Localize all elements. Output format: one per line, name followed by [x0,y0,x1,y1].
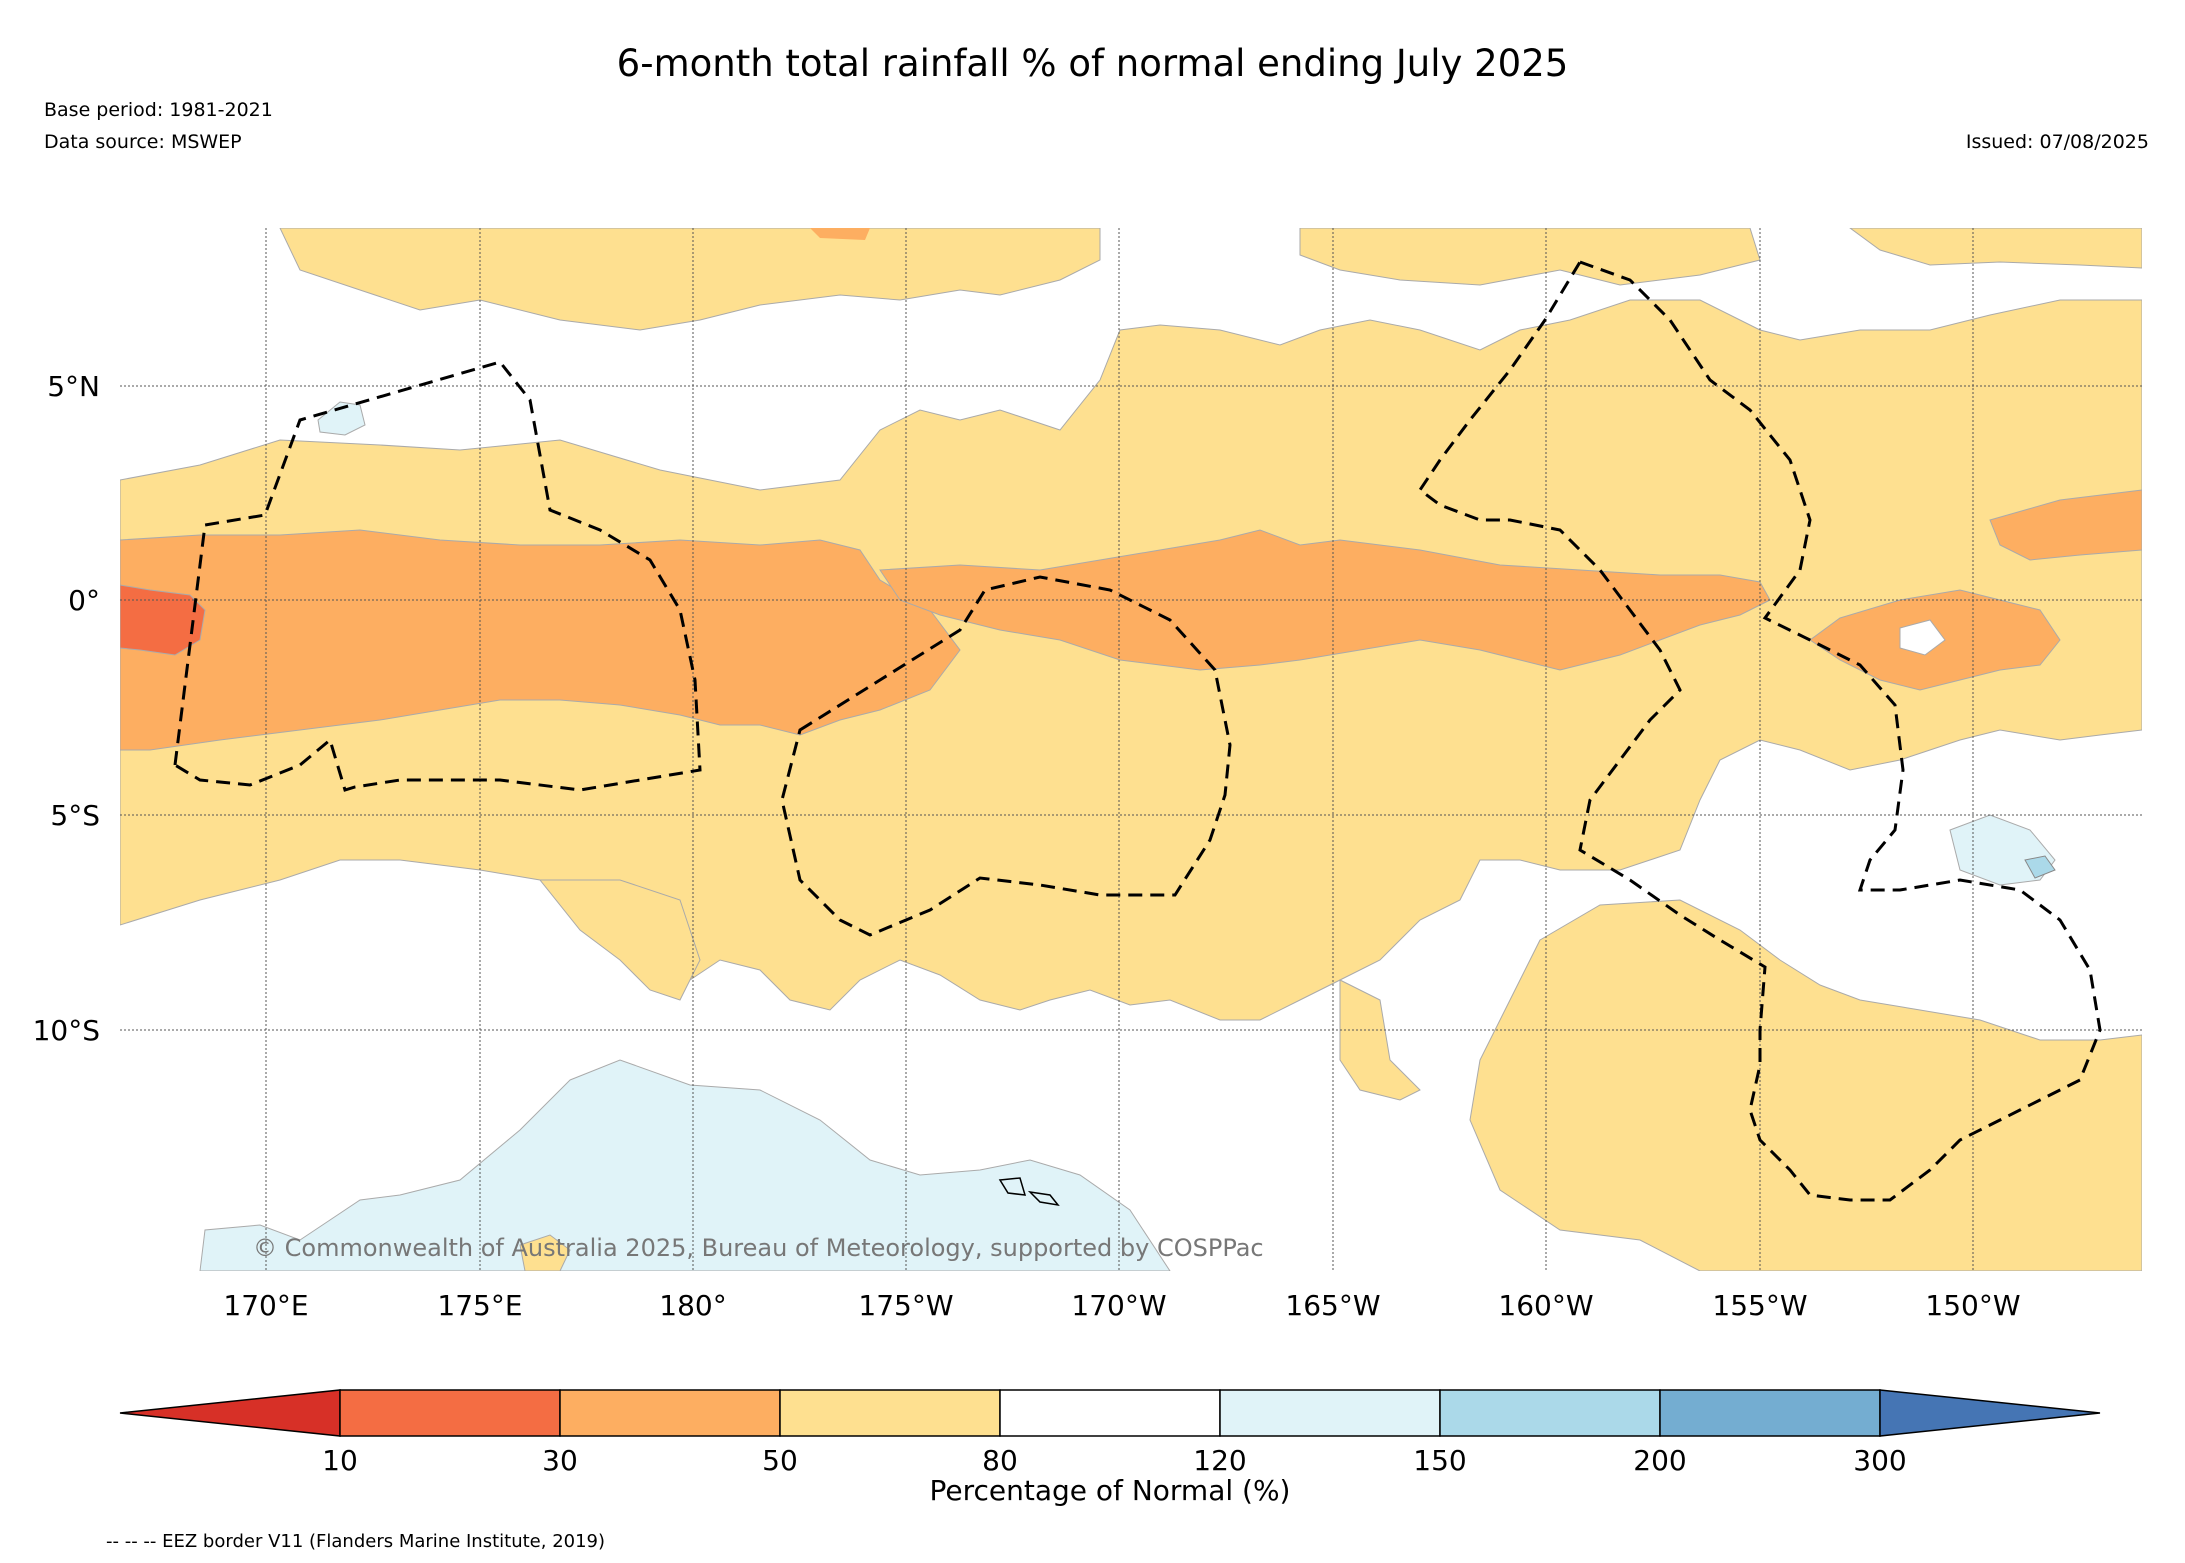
colorbar-tick-80: 80 [982,1444,1018,1477]
lon-label-180: 180° [659,1289,726,1322]
extreme-dry-spot [120,584,206,656]
lon-label-165w: 165°W [1285,1289,1380,1322]
wet-region-south [199,1059,1171,1271]
eez-borders [173,260,2102,1202]
colorbar-above-300 [1879,1389,2101,1437]
dry-region-small [519,1234,571,1271]
dry-region-central-south [1339,979,1421,1101]
very-dry-band [120,529,961,751]
eez-border-line-islands [1417,260,2102,1202]
very-dry-band-ne [1989,489,2142,561]
dry-region-southwest-spur [538,879,701,1001]
colorbar-below-10 [119,1389,341,1437]
lon-label-170w: 170°W [1071,1289,1166,1322]
colorbar-10-30 [339,1389,561,1437]
eez-footnote: -- -- -- EEZ border V11 (Flanders Marine… [106,1531,606,1552]
colorbar-tick-10: 10 [322,1444,358,1477]
colorbar-tick-30: 30 [542,1444,578,1477]
colorbar [119,1389,2101,1437]
lon-label-175w: 175°W [858,1289,953,1322]
lat-label-5n: 5°N [47,370,100,403]
island-outline [998,1177,1060,1207]
base-period-note: Base period: 1981-2021 [44,99,273,121]
dry-region-top-east [1299,228,1761,286]
eez-border-kiribati-gilbert [173,360,702,792]
issued-date: Issued: 07/08/2025 [1965,131,2149,153]
dry-region-top [279,228,1101,331]
rainfall-shading [120,228,2142,1271]
lon-label-175e: 175°E [437,1289,522,1322]
lat-label-5s: 5°S [50,799,100,832]
colorbar-tick-120: 120 [1193,1444,1246,1477]
lat-label-0: 0° [68,584,100,617]
colorbar-tick-150: 150 [1413,1444,1466,1477]
lon-label-170e: 170°E [223,1289,308,1322]
dry-region-southeast [1469,899,2142,1271]
dry-region-top-far-east [1849,228,2142,269]
wet-region-east-center [2024,855,2056,879]
wet-region-north [317,401,366,436]
colorbar-200-300 [1659,1389,1881,1437]
data-source-note: Data source: MSWEP [44,131,242,153]
lat-label-10s: 10°S [33,1014,100,1047]
copyright-notice: © Commonwealth of Australia 2025, Bureau… [253,1234,1264,1262]
eez-border-phoenix [780,575,1232,937]
colorbar-120-150 [1219,1389,1441,1437]
near-normal-hole [1899,619,1946,656]
colorbar-tick-300: 300 [1853,1444,1906,1477]
colorbar-tick-200: 200 [1633,1444,1686,1477]
colorbar-30-50 [559,1389,781,1437]
gridlines [120,228,2142,1271]
colorbar-150-200 [1439,1389,1661,1437]
colorbar-50-80 [779,1389,1001,1437]
lon-label-160w: 160°W [1498,1289,1593,1322]
colorbar-title: Percentage of Normal (%) [930,1474,1291,1507]
map-title: 6-month total rainfall % of normal endin… [616,42,1569,85]
lon-label-155w: 155°W [1712,1289,1807,1322]
very-dry-spot-top [810,228,870,240]
colorbar-tick-50: 50 [762,1444,798,1477]
colorbar-80-120 [999,1389,1221,1437]
lon-label-150w: 150°W [1925,1289,2020,1322]
